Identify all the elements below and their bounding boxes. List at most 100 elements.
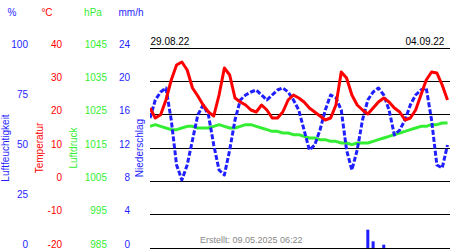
tick: 29.08.22 xyxy=(151,36,190,48)
tick-label: 04.09.22 xyxy=(406,36,445,47)
tick-label: 1025 xyxy=(85,105,108,116)
bar xyxy=(239,248,242,249)
tick-label: 4 xyxy=(124,205,130,216)
bar xyxy=(159,248,162,249)
axis-title: Temperatur xyxy=(34,122,45,173)
line xyxy=(150,62,448,120)
bar xyxy=(271,248,274,249)
tick: 24 xyxy=(119,39,131,50)
bar xyxy=(350,248,353,249)
bar xyxy=(398,248,401,249)
tick: 1005 xyxy=(85,172,108,183)
bar xyxy=(329,248,332,249)
tick: 04.09.22 xyxy=(406,36,445,48)
axis-line xyxy=(151,48,449,49)
annotation: Erstellt: 09.05.2025 06:22 xyxy=(200,235,303,245)
axis-line xyxy=(107,45,108,245)
tick-label: -20 xyxy=(48,239,63,250)
bar xyxy=(356,248,359,249)
tick: 8 xyxy=(124,172,130,183)
bar xyxy=(345,248,348,249)
bar xyxy=(260,248,263,249)
tick-label: 29.08.22 xyxy=(151,36,190,47)
tick: 50 xyxy=(17,139,29,150)
tick: 10 xyxy=(51,139,63,150)
tick-label: 12 xyxy=(119,139,131,150)
bar xyxy=(292,248,295,249)
tick: 0 xyxy=(22,239,28,250)
bar xyxy=(180,248,183,249)
y-axis: 0255075100 xyxy=(11,39,28,250)
chart: 0255075100%Luftfeuchtigkeit-20-100102030… xyxy=(0,0,450,250)
tick: 30 xyxy=(51,72,63,83)
tick-label: 0 xyxy=(56,172,62,183)
tick: -20 xyxy=(48,239,63,250)
tick-label: 0 xyxy=(124,239,130,250)
bar xyxy=(308,248,311,249)
plot-area xyxy=(150,62,448,248)
tick-label: 40 xyxy=(51,39,63,50)
tick-label: 1045 xyxy=(85,39,108,50)
bar xyxy=(150,248,152,249)
grid-line xyxy=(150,48,450,49)
bar xyxy=(297,248,300,249)
bar xyxy=(414,248,417,249)
tick-label: 75 xyxy=(17,89,29,100)
tick-label: 1015 xyxy=(85,139,108,150)
bar xyxy=(388,248,391,249)
bar xyxy=(234,248,237,249)
tick-label: 10 xyxy=(51,139,63,150)
grid-line xyxy=(150,181,450,182)
bar xyxy=(430,248,433,249)
bar xyxy=(446,248,449,249)
tick-label: 30 xyxy=(51,72,63,83)
tick: 1045 xyxy=(85,39,108,50)
tick: 4 xyxy=(124,205,130,216)
bar xyxy=(435,248,438,249)
bar xyxy=(287,248,290,249)
tick: 985 xyxy=(90,239,107,250)
bar xyxy=(324,248,327,249)
axis-title: Luftfeuchtigkeit xyxy=(0,114,11,181)
tick: 0 xyxy=(124,239,130,250)
tick: 20 xyxy=(51,105,63,116)
grid-line xyxy=(150,81,450,82)
bar xyxy=(441,248,444,249)
bar xyxy=(313,248,316,249)
tick: 40 xyxy=(51,39,63,50)
bar xyxy=(255,248,258,249)
tick-label: 20 xyxy=(51,105,63,116)
bar xyxy=(186,248,189,249)
bar xyxy=(244,248,247,249)
bar xyxy=(334,248,337,249)
grid-line xyxy=(150,214,450,215)
tick-label: 100 xyxy=(11,39,28,50)
bar xyxy=(154,248,157,249)
tick-label: 995 xyxy=(90,205,107,216)
bar xyxy=(382,245,385,248)
tick-label: 16 xyxy=(119,105,131,116)
tick-label: 1005 xyxy=(85,172,108,183)
tick-label: 24 xyxy=(119,39,131,50)
tick: 20 xyxy=(119,72,131,83)
bar xyxy=(319,248,322,249)
grid-line xyxy=(150,148,450,149)
tick: 995 xyxy=(90,205,107,216)
tick: 0 xyxy=(56,172,62,183)
x-axis: 29.08.22 04.09.22 xyxy=(151,36,449,49)
bar xyxy=(164,248,167,249)
tick: 1025 xyxy=(85,105,108,116)
bar xyxy=(377,248,380,249)
bar xyxy=(372,241,375,248)
axis-title: Luftdruck xyxy=(68,126,79,168)
grid xyxy=(150,48,450,248)
tick-label: -10 xyxy=(48,205,63,216)
bar xyxy=(249,248,252,249)
tick-label: 1035 xyxy=(85,72,108,83)
tick: 16 xyxy=(119,105,131,116)
bar xyxy=(191,248,194,249)
bar xyxy=(223,248,226,249)
axis-line xyxy=(62,45,63,245)
axis-line xyxy=(130,45,131,245)
axis-line xyxy=(28,45,29,245)
